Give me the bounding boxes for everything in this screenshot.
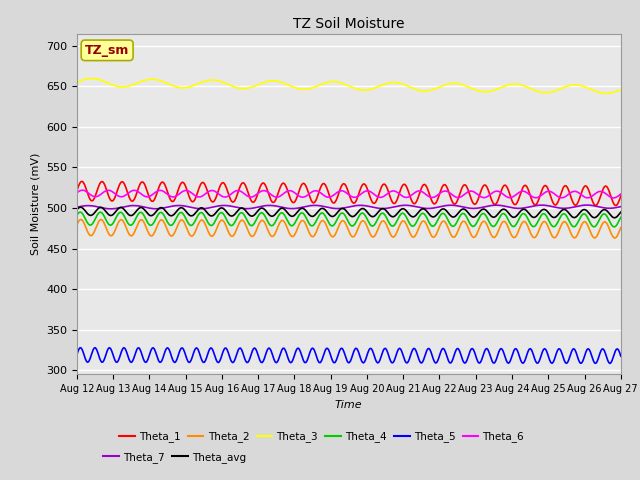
Title: TZ Soil Moisture: TZ Soil Moisture bbox=[293, 17, 404, 31]
Text: TZ_sm: TZ_sm bbox=[85, 44, 129, 57]
X-axis label: Time: Time bbox=[335, 400, 363, 409]
Y-axis label: Soil Moisture (mV): Soil Moisture (mV) bbox=[30, 153, 40, 255]
Legend: Theta_7, Theta_avg: Theta_7, Theta_avg bbox=[99, 448, 250, 467]
